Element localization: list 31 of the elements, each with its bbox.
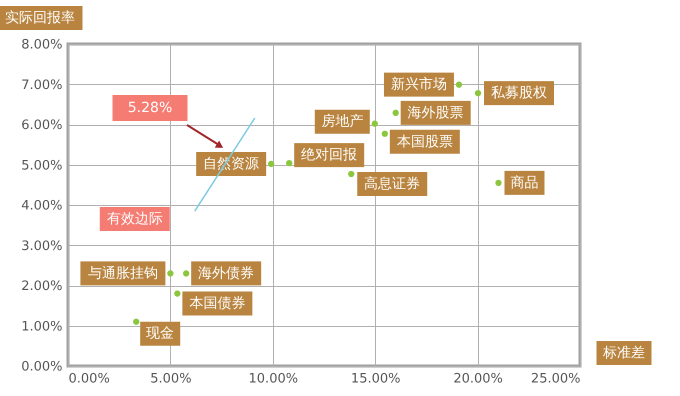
series-label: 本国债券 xyxy=(189,296,246,312)
y-tick-label: 0.00% xyxy=(21,360,62,374)
x-tick-label: 15.00% xyxy=(350,372,400,386)
x-tick-label: 20.00% xyxy=(453,372,503,386)
y-tick-label: 6.00% xyxy=(21,118,62,133)
y-tick-label: 8.00% xyxy=(21,38,62,52)
x-tick-label: 10.00% xyxy=(248,372,298,386)
x-axis-title: 标准差 xyxy=(602,345,645,361)
series-label: 私募股权 xyxy=(491,85,548,102)
series-label: 高息证券 xyxy=(364,176,420,192)
y-tick-label: 4.00% xyxy=(21,198,62,214)
y-tick-label: 2.00% xyxy=(21,279,62,294)
series-label: 绝对回报 xyxy=(301,147,358,164)
annotation: 5.28% xyxy=(128,100,172,116)
y-tick-label: 7.00% xyxy=(21,78,62,93)
series-label: 与通胀挂钩 xyxy=(88,265,158,282)
x-tick-label: 5.00% xyxy=(150,372,192,386)
series-label: 海外股票 xyxy=(408,104,464,121)
y-axis-title: 实际回报率 xyxy=(5,10,75,26)
series-label: 新兴市场 xyxy=(390,76,447,93)
series-label: 现金 xyxy=(146,326,174,342)
y-tick-label: 5.00% xyxy=(21,158,62,174)
series-label: 房地产 xyxy=(321,114,364,130)
x-tick-label: 25.00% xyxy=(530,372,580,386)
series-label: 本国股票 xyxy=(396,134,453,150)
y-tick-label: 3.00% xyxy=(21,238,62,254)
series-label: 商品 xyxy=(510,174,538,191)
y-tick-label: 1.00% xyxy=(21,319,62,334)
series-label: 海外债券 xyxy=(198,265,254,282)
x-tick-label: 0.00% xyxy=(68,372,110,386)
text: 有效边际 xyxy=(106,211,163,228)
